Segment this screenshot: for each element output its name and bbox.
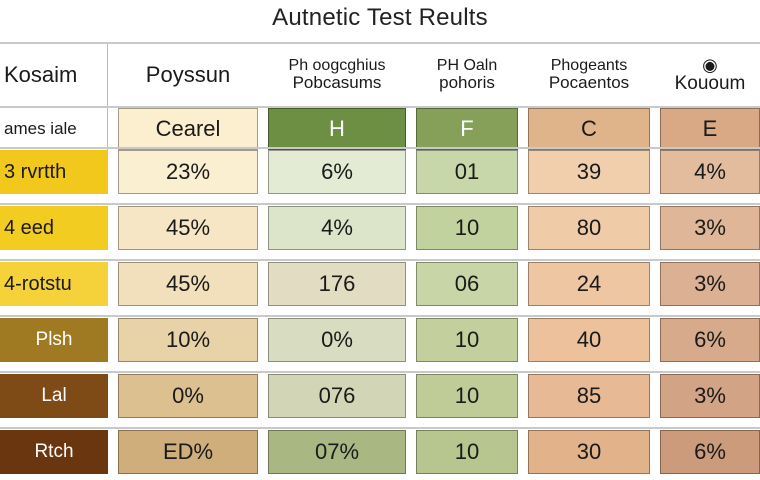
table-cell: 3% (660, 374, 760, 418)
column-header: Poyssun (118, 44, 258, 106)
row-rule (0, 259, 760, 261)
table-cell: 07% (268, 430, 406, 474)
table-cell: 10 (416, 206, 518, 250)
table-cell: 45% (118, 262, 258, 306)
row-label: Rtch (0, 430, 108, 474)
row-label: 4-rotstu (0, 262, 108, 306)
table-cell: 85 (528, 374, 650, 418)
table-cell: 3% (660, 262, 760, 306)
table-cell: 45% (118, 206, 258, 250)
subheader-cell: F (416, 108, 518, 150)
row-rule (0, 371, 760, 373)
table-cell: 06 (416, 262, 518, 306)
column-header-top: ◉ (702, 54, 718, 75)
table-cell: 3% (660, 206, 760, 250)
corner-header: Kosaim (0, 44, 108, 106)
row-label: 4 eed (0, 206, 108, 250)
table-cell: 23% (118, 150, 258, 194)
column-header-top: Poyssun (145, 62, 231, 88)
table-cell: 0% (268, 318, 406, 362)
table-cell: 076 (268, 374, 406, 418)
column-header-top: Phogeants (550, 56, 628, 74)
table-cell: 6% (660, 318, 760, 362)
column-header-bottom: pohoris (439, 73, 495, 93)
table-cell: 01 (416, 150, 518, 194)
table-cell: 6% (268, 150, 406, 194)
table-cell: ED% (118, 430, 258, 474)
column-header-bottom: Pobcasums (292, 73, 382, 93)
table-cell: 10 (416, 374, 518, 418)
column-header-top: Ph oogcghius (288, 56, 386, 74)
table-cell: 6% (660, 430, 760, 474)
table-cell: 4% (268, 206, 406, 250)
row-label: Lal (0, 374, 108, 418)
row-rule (0, 106, 760, 108)
subheader-cell: E (660, 108, 760, 150)
table-cell: 10% (118, 318, 258, 362)
subheader-row-label: ames iale (0, 108, 108, 150)
column-header-top: PH Oaln (436, 56, 498, 74)
table-cell: 10 (416, 318, 518, 362)
table-cell: 4% (660, 150, 760, 194)
table-cell: 39 (528, 150, 650, 194)
row-rule (0, 203, 760, 205)
row-rule (0, 427, 760, 429)
table-cell: 30 (528, 430, 650, 474)
table-cell: 176 (268, 262, 406, 306)
column-header-bottom: Pocaentos (548, 73, 630, 93)
table-cell: 40 (528, 318, 650, 362)
column-header-bottom: Kououm (674, 73, 746, 95)
column-header: Phogeants Pocaentos (528, 44, 650, 106)
subheader-cell: H (268, 108, 406, 150)
chart-title: Autnetic Test Reults (272, 4, 488, 31)
row-rule (0, 315, 760, 317)
table-cell: 10 (416, 430, 518, 474)
column-header: ◉ Kououm (660, 44, 760, 106)
row-rule (0, 147, 760, 149)
subheader-cell: Cearel (118, 108, 258, 150)
row-label: 3 rvrtth (0, 150, 108, 194)
row-label: Plsh (0, 318, 108, 362)
table-cell: 80 (528, 206, 650, 250)
table-cell: 0% (118, 374, 258, 418)
column-header: PH Oaln pohoris (416, 44, 518, 106)
subheader-cell: C (528, 108, 650, 150)
table-cell: 24 (528, 262, 650, 306)
top-rule (0, 42, 760, 44)
column-header: Ph oogcghius Pobcasums (268, 44, 406, 106)
